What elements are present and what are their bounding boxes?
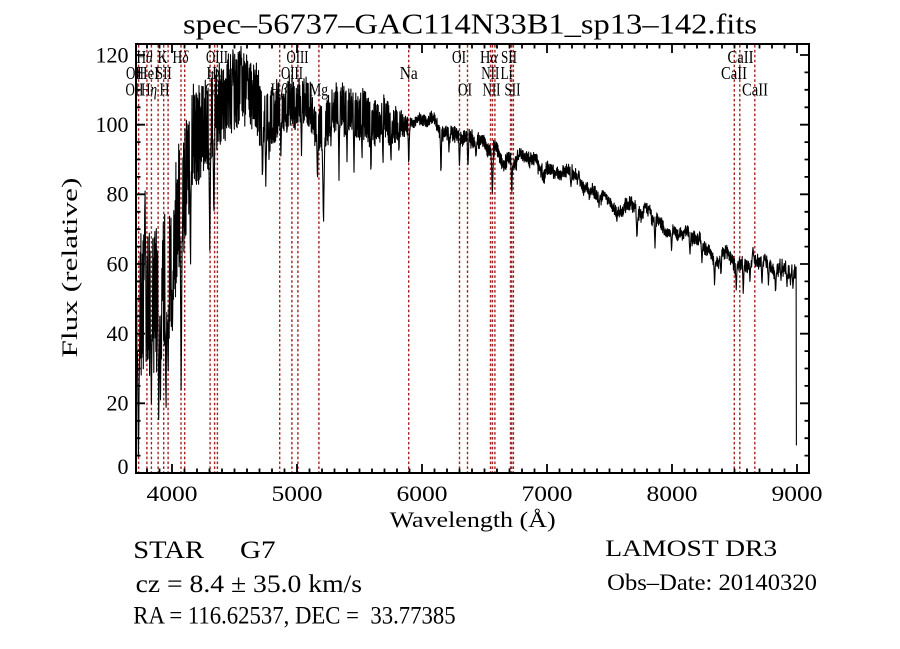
svg-text:H: H bbox=[160, 80, 170, 100]
svg-text:6000: 6000 bbox=[397, 481, 448, 506]
svg-text:cz = 8.4 ± 35.0 km/s: cz = 8.4 ± 35.0 km/s bbox=[136, 571, 362, 598]
svg-text:RA = 116.62537, DEC = 33.7738: RA = 116.62537, DEC = 33.77385 bbox=[133, 603, 455, 630]
svg-text:Li: Li bbox=[501, 63, 513, 83]
svg-text:Hδ: Hδ bbox=[173, 47, 190, 67]
svg-text:CaII: CaII bbox=[721, 63, 747, 83]
svg-text:Na: Na bbox=[400, 63, 418, 83]
svg-text:OIII: OIII bbox=[287, 47, 309, 67]
svg-text:40: 40 bbox=[107, 321, 129, 346]
svg-text:7000: 7000 bbox=[522, 481, 573, 506]
svg-text:NII: NII bbox=[483, 80, 501, 100]
svg-text:CaII: CaII bbox=[728, 47, 754, 67]
svg-text:Hα: Hα bbox=[480, 47, 499, 67]
svg-text:80: 80 bbox=[107, 182, 129, 207]
svg-text:OI: OI bbox=[458, 80, 472, 100]
svg-text:HeI: HeI bbox=[137, 63, 159, 83]
svg-text:K: K bbox=[158, 47, 168, 67]
svg-text:Hβ: Hβ bbox=[271, 80, 288, 100]
svg-text:OIII: OIII bbox=[281, 63, 303, 83]
svg-text:Wavelength (Å): Wavelength (Å) bbox=[390, 507, 556, 532]
svg-text:0: 0 bbox=[118, 454, 129, 479]
svg-text:SII: SII bbox=[156, 63, 172, 83]
svg-text:SII: SII bbox=[505, 80, 521, 100]
svg-text:CaII: CaII bbox=[742, 80, 768, 100]
svg-text:9000: 9000 bbox=[772, 481, 823, 506]
svg-text:Flux (relative): Flux (relative) bbox=[57, 178, 82, 358]
svg-text:Hγ: Hγ bbox=[207, 63, 224, 83]
svg-text:Hθ: Hθ bbox=[137, 47, 153, 67]
svg-text:G: G bbox=[205, 80, 215, 100]
svg-text:60: 60 bbox=[107, 251, 129, 276]
svg-text:STAR: STAR bbox=[133, 535, 204, 564]
svg-text:OIII: OIII bbox=[206, 47, 228, 67]
svg-text:Hη: Hη bbox=[141, 80, 157, 100]
svg-text:OI: OI bbox=[452, 47, 466, 67]
svg-text:8000: 8000 bbox=[647, 481, 698, 506]
svg-text:OII: OII bbox=[126, 63, 144, 83]
svg-text:spec–56737–GAC114N33B1_sp13–14: spec–56737–GAC114N33B1_sp13–142.fits bbox=[183, 9, 757, 41]
svg-text:LAMOST DR3: LAMOST DR3 bbox=[605, 536, 777, 562]
svg-text:SII: SII bbox=[501, 47, 517, 67]
svg-text:100: 100 bbox=[96, 112, 129, 137]
svg-text:20: 20 bbox=[107, 391, 129, 416]
svg-text:NII: NII bbox=[481, 63, 499, 83]
svg-text:OII: OII bbox=[126, 80, 144, 100]
svg-text:G7: G7 bbox=[240, 535, 276, 564]
svg-text:4000: 4000 bbox=[147, 481, 198, 506]
svg-text:5000: 5000 bbox=[272, 481, 323, 506]
svg-text:120: 120 bbox=[96, 42, 129, 67]
svg-text:Mg: Mg bbox=[309, 80, 328, 100]
svg-text:Obs–Date: 20140320: Obs–Date: 20140320 bbox=[607, 570, 817, 595]
